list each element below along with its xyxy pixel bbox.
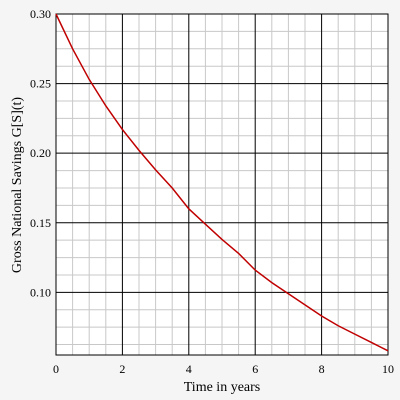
x-tick-label: 4 — [186, 362, 192, 376]
x-tick-label: 0 — [53, 362, 59, 376]
x-tick-labels: 0 2 4 6 8 10 — [53, 362, 394, 376]
plot-frame — [55, 13, 389, 356]
y-tick-label: 0.20 — [30, 146, 51, 160]
y-tick-label: 0.25 — [30, 77, 51, 91]
y-tick-label: 0.10 — [30, 285, 51, 299]
series-line — [55, 13, 389, 352]
y-axis-title: Gross National Savings G[S](t) — [10, 97, 25, 273]
y-tick-labels: 0.10 0.15 0.20 0.25 0.30 — [30, 7, 51, 299]
minor-grid — [56, 14, 388, 355]
x-axis-title: Time in years — [184, 380, 260, 395]
y-tick-label: 0.30 — [30, 7, 51, 21]
x-tick-label: 10 — [382, 362, 394, 376]
x-tick-label: 8 — [319, 362, 325, 376]
y-tick-label: 0.15 — [30, 216, 51, 230]
x-tick-label: 6 — [252, 362, 258, 376]
x-tick-label: 2 — [119, 362, 125, 376]
